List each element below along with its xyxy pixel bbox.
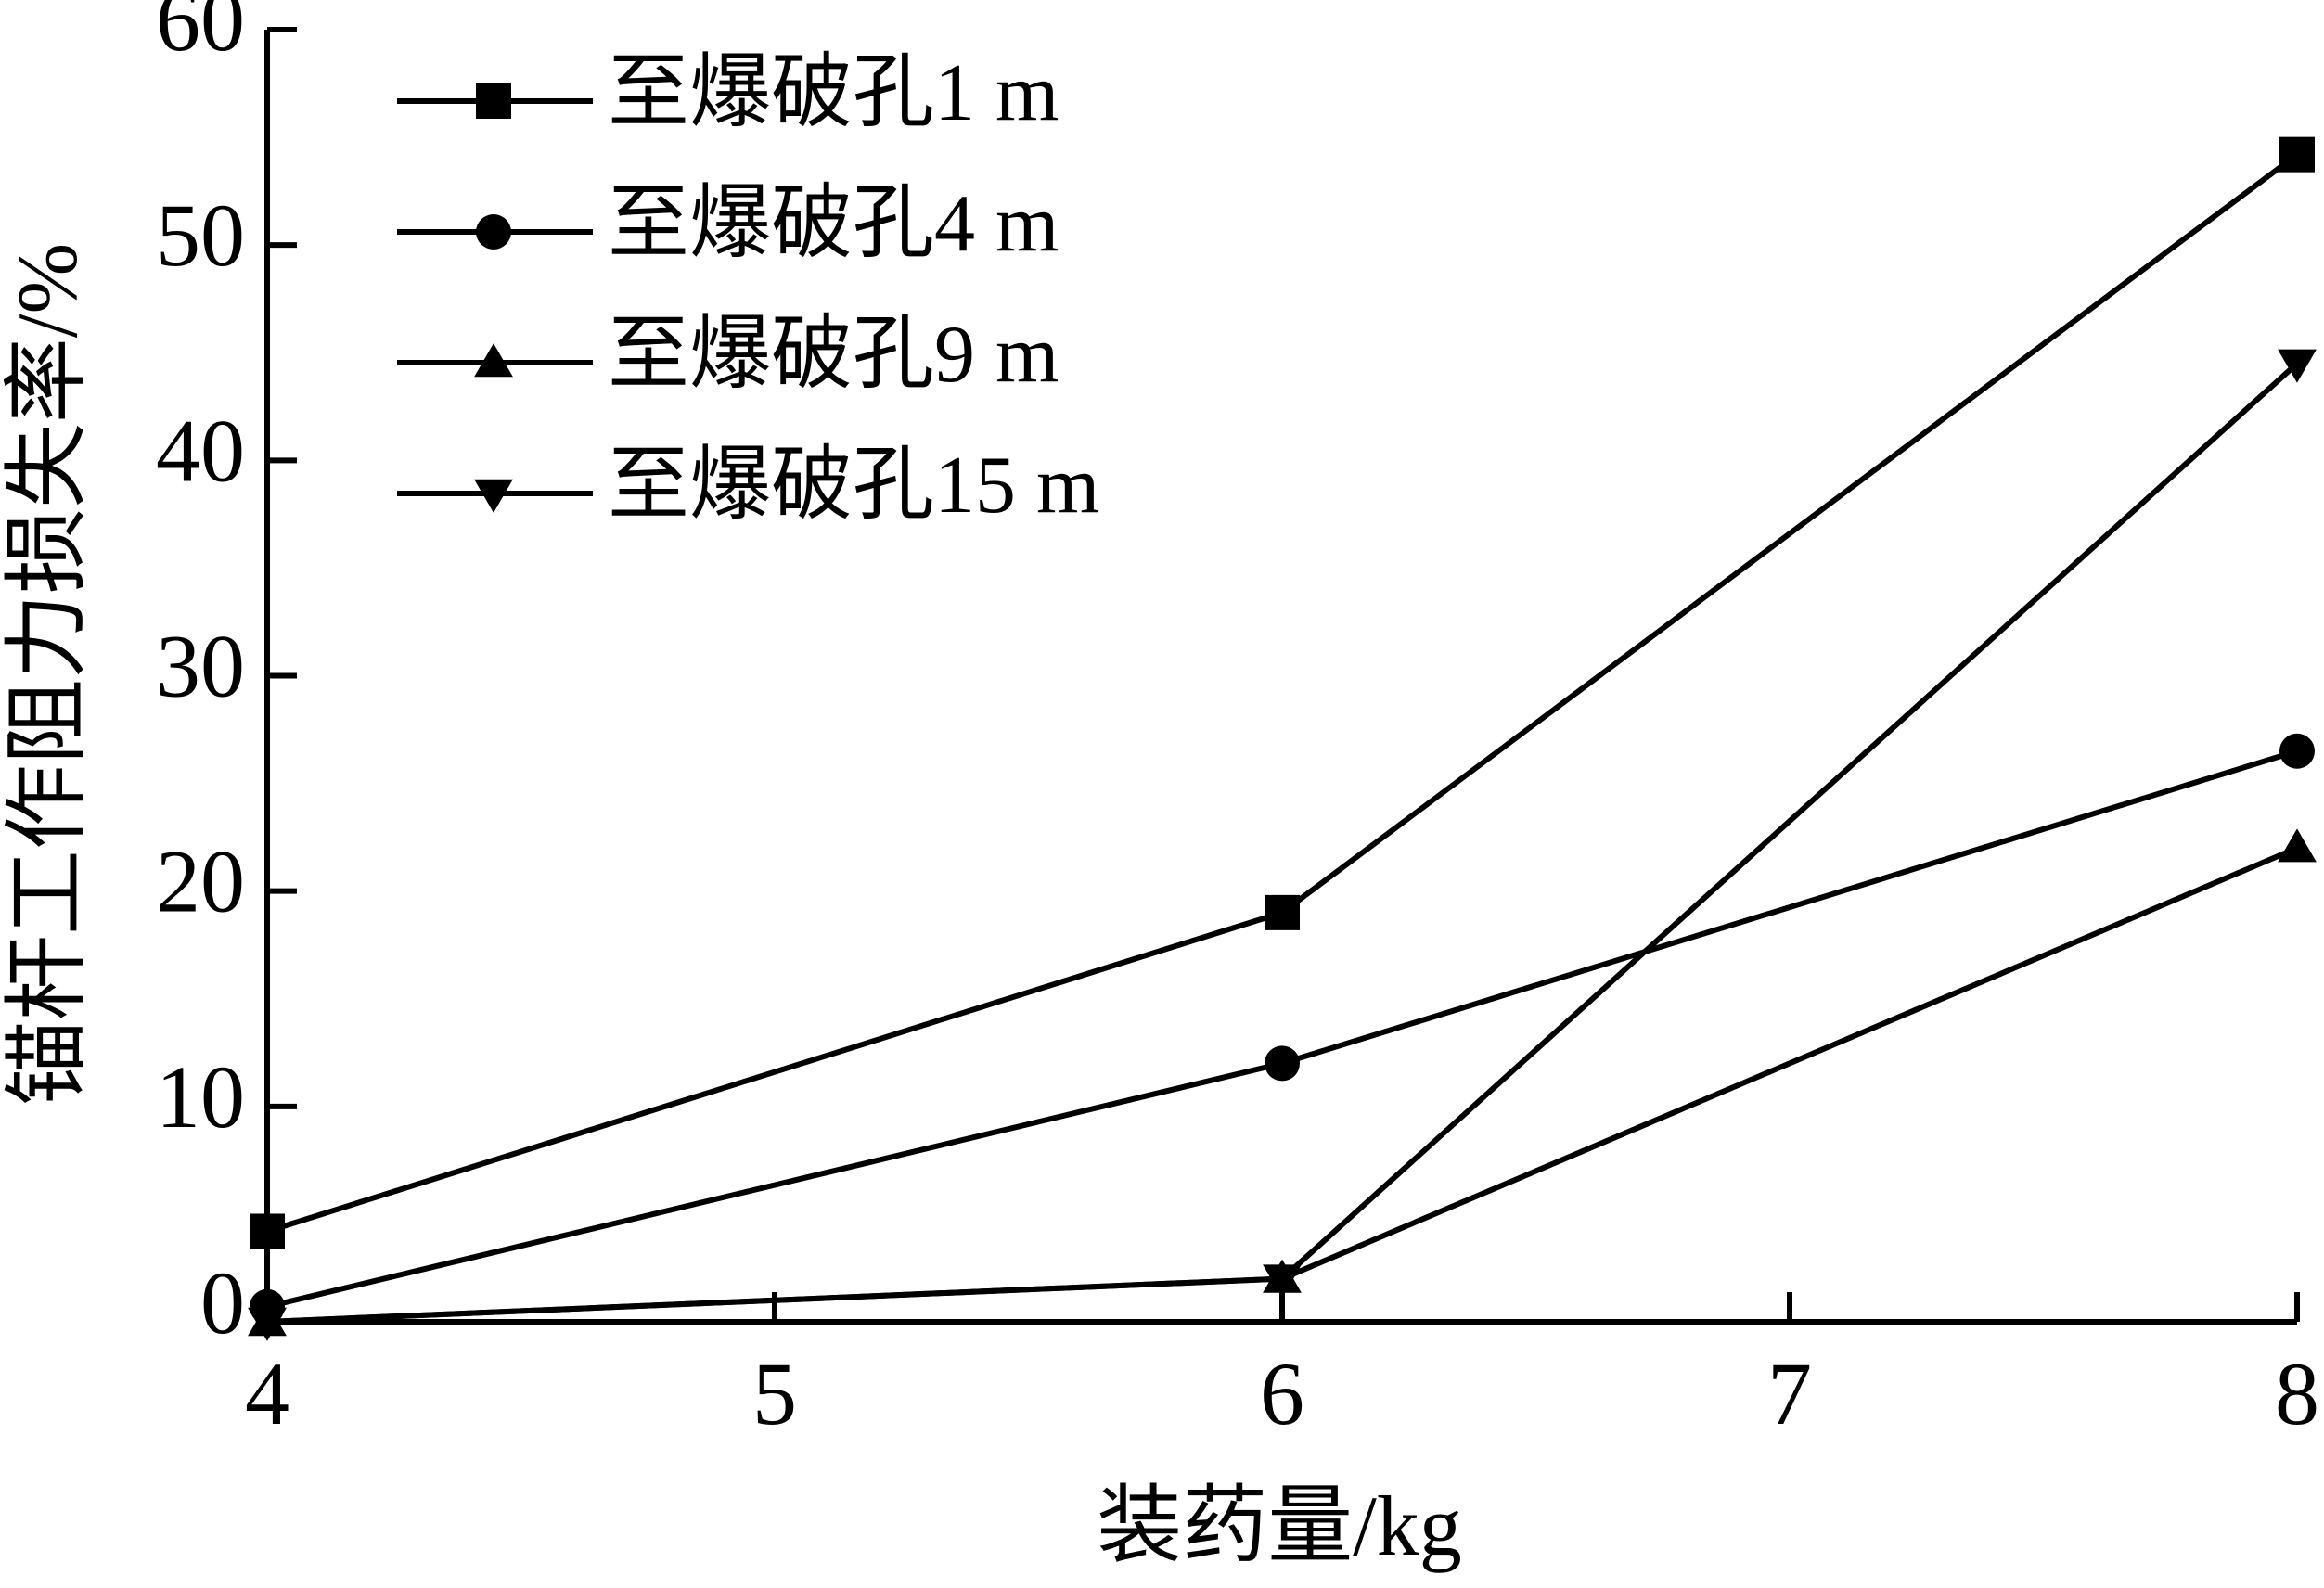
legend-label: 至爆破孔4 m	[608, 179, 1059, 269]
marker	[2278, 349, 2317, 383]
marker	[2279, 136, 2315, 173]
marker	[1265, 894, 1300, 930]
marker	[248, 1307, 287, 1341]
marker	[250, 1213, 285, 1249]
y-tick-label: 30	[156, 617, 245, 716]
legend-marker	[476, 214, 511, 250]
marker	[1265, 1045, 1300, 1082]
y-tick-label: 50	[156, 186, 245, 285]
legend-marker	[476, 83, 511, 119]
x-tick-label: 7	[1767, 1344, 1812, 1443]
x-tick-label: 8	[2275, 1344, 2319, 1443]
legend-label: 至爆破孔15 m	[608, 441, 1099, 531]
legend-marker	[474, 343, 513, 378]
legend-label: 至爆破孔9 m	[608, 310, 1059, 400]
marker	[1263, 1264, 1302, 1299]
series-line	[266, 748, 2298, 1310]
y-tick-label: 20	[156, 832, 245, 931]
y-axis-label: 锚杆工作阻力损失率/%	[0, 243, 95, 1106]
y-tick-label: 10	[156, 1047, 245, 1146]
x-axis-label: 装药量/kg	[1097, 1479, 1462, 1573]
x-tick-label: 4	[245, 1344, 289, 1443]
marker	[2278, 828, 2317, 863]
legend-label: 至爆破孔1 m	[608, 48, 1059, 138]
y-tick-label: 0	[200, 1253, 245, 1352]
legend-marker	[474, 479, 513, 513]
x-tick-label: 6	[1260, 1344, 1304, 1443]
x-tick-label: 5	[752, 1344, 797, 1443]
y-tick-label: 40	[156, 401, 245, 500]
y-tick-label: 60	[156, 0, 245, 70]
marker	[2279, 733, 2315, 769]
